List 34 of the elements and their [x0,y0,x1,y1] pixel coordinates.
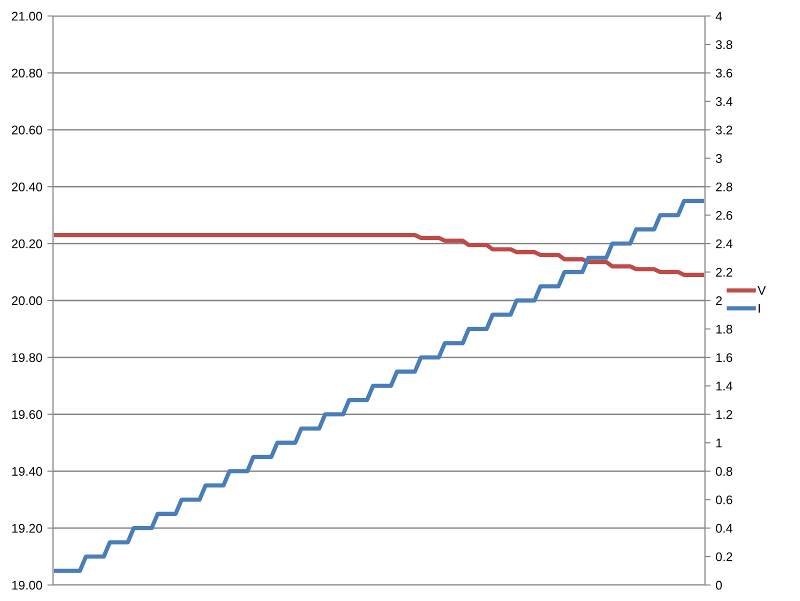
y-tick-label: 21.00 [12,12,42,21]
y-tick-label: 19.60 [12,410,42,419]
y-tick-label: 19.40 [12,467,42,476]
y-tick-label: 19.00 [12,580,42,590]
legend-label: V [758,286,766,295]
y2-tick-label: 2 [716,296,722,306]
y2-tick-label: 0.8 [716,467,732,476]
y2-tick-label: 4 [716,12,722,21]
y2-tick-label: 3.4 [716,97,732,106]
y-tick-label: 20.40 [12,182,42,192]
y2-tick-label: 1.6 [716,353,732,362]
y2-tick-label: 1.8 [716,324,732,334]
y2-tick-label: 1.2 [716,410,732,419]
y2-tick-label: 2.8 [716,182,732,192]
y2-tick-label: 2.2 [716,268,732,277]
y-tick-label: 19.20 [12,524,42,533]
y2-tick-label: 2.4 [716,239,732,248]
y-tick-label: 20.80 [12,68,42,78]
y2-tick-label: 0 [716,580,722,590]
y-tick-label: 20.60 [12,126,42,134]
y2-tick-label: 0.6 [716,495,732,504]
y2-tick-label: 3.8 [716,40,732,50]
y2-tick-label: 1 [716,438,722,448]
y-tick-label: 20.20 [12,239,42,248]
y-tick-label: 19.80 [12,353,42,362]
y2-tick-label: 1.4 [716,382,732,390]
y2-tick-label: 3 [716,154,722,163]
legend-label: I [758,304,760,313]
y2-tick-label: 2.6 [716,210,732,220]
y2-tick-label: 3.6 [716,68,732,78]
y2-tick-label: 3.2 [716,126,732,134]
y2-tick-label: 0.2 [716,552,732,562]
y2-tick-label: 0.4 [716,524,732,533]
y-tick-label: 20.00 [12,296,42,306]
